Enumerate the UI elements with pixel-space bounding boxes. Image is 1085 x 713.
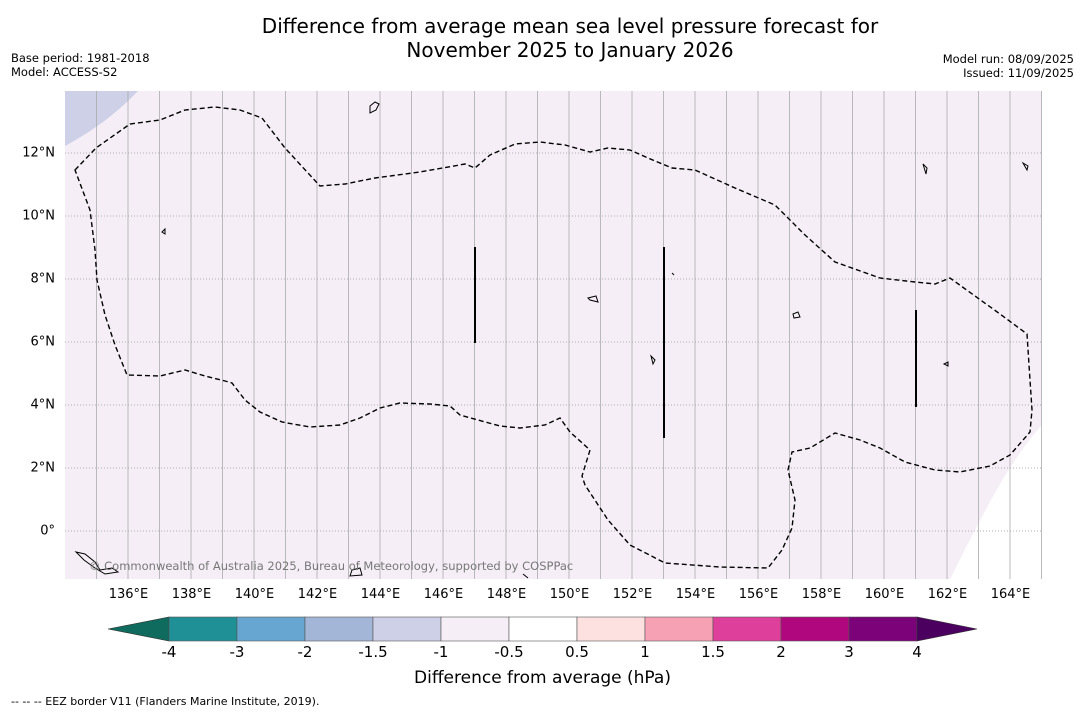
chart-title: Difference from average mean sea level p… <box>0 14 1085 62</box>
colorbar-tick-label: 4 <box>912 643 922 661</box>
colorbar-segment <box>236 616 306 642</box>
colorbar-tick-label: -1.5 <box>358 643 388 661</box>
copyright-note: © Commonwealth of Australia 2025, Bureau… <box>89 559 574 573</box>
lon-tick-label: 144°E <box>360 587 401 602</box>
colorbar-extend-low <box>107 616 170 642</box>
lon-tick-label: 146°E <box>423 587 464 602</box>
base-period: Base period: 1981-2018 <box>11 51 150 65</box>
lon-tick-label: 140°E <box>234 587 275 602</box>
lon-tick-label: 160°E <box>864 587 905 602</box>
lon-tick-label: 164°E <box>990 587 1031 602</box>
colorbar-segment <box>780 616 850 642</box>
lon-tick-label: 158°E <box>801 587 842 602</box>
colorbar-tick-label: -1 <box>433 643 449 661</box>
lat-tick-label: 4°N <box>30 397 56 413</box>
lat-tick-label: 0° <box>40 523 55 539</box>
colorbar-tick-label: -3 <box>229 643 245 661</box>
unshaded-region <box>950 425 1042 579</box>
colorbar-segment <box>372 616 442 642</box>
colorbar-tick-label: 0.5 <box>565 643 589 661</box>
colorbar-tick-label: -2 <box>297 643 313 661</box>
colorbar-segment <box>440 616 510 642</box>
lat-tick-label: 12°N <box>22 145 55 161</box>
lon-tick-label: 154°E <box>675 587 716 602</box>
colorbar-segment <box>848 616 918 642</box>
issued-date: Issued: 11/09/2025 <box>963 66 1074 80</box>
title-line-2: November 2025 to January 2026 <box>406 38 734 62</box>
colorbar <box>107 616 978 642</box>
colorbar-label: Difference from average (hPa) <box>414 668 671 688</box>
lat-tick-label: 2°N <box>30 460 56 476</box>
lon-tick-label: 138°E <box>171 587 212 602</box>
colorbar-tick-label: -0.5 <box>494 643 524 661</box>
colorbar-segment <box>304 616 374 642</box>
colorbar-tick-label: 2 <box>776 643 786 661</box>
colorbar-segment <box>508 616 578 642</box>
footnote: -- -- -- EEZ border V11 (Flanders Marine… <box>11 695 320 708</box>
eez-border <box>74 106 1033 569</box>
map-background <box>65 91 1042 579</box>
lon-tick-label: 142°E <box>297 587 338 602</box>
colorbar-extend-high <box>916 616 978 642</box>
lat-tick-label: 8°N <box>30 271 56 287</box>
colorbar-segment <box>168 616 238 642</box>
colorbar-tick-label: 1.5 <box>701 643 725 661</box>
colorbar-tick-label: 3 <box>844 643 854 661</box>
colorbar-segment <box>644 616 714 642</box>
lat-tick-label: 6°N <box>30 334 56 350</box>
model-name: Model: ACCESS-S2 <box>11 65 118 79</box>
shaded-region <box>65 91 138 146</box>
meta-left: Base period: 1981-2018 Model: ACCESS-S2 <box>11 51 150 79</box>
colorbar-segment <box>576 616 646 642</box>
title-line-1: Difference from average mean sea level p… <box>261 14 879 38</box>
lon-tick-label: 152°E <box>612 587 653 602</box>
colorbar-segment <box>712 616 782 642</box>
colorbar-tick-label: -4 <box>161 643 177 661</box>
lat-tick-label: 10°N <box>22 208 55 224</box>
lon-tick-label: 162°E <box>927 587 968 602</box>
lon-tick-label: 156°E <box>738 587 779 602</box>
lon-tick-label: 148°E <box>486 587 527 602</box>
lon-tick-label: 136°E <box>108 587 149 602</box>
lon-tick-label: 150°E <box>549 587 590 602</box>
colorbar-tick-label: 1 <box>640 643 650 661</box>
islands <box>74 101 1029 579</box>
model-run: Model run: 08/09/2025 <box>942 52 1074 66</box>
meta-right: Model run: 08/09/2025 Issued: 11/09/2025 <box>943 52 1074 80</box>
